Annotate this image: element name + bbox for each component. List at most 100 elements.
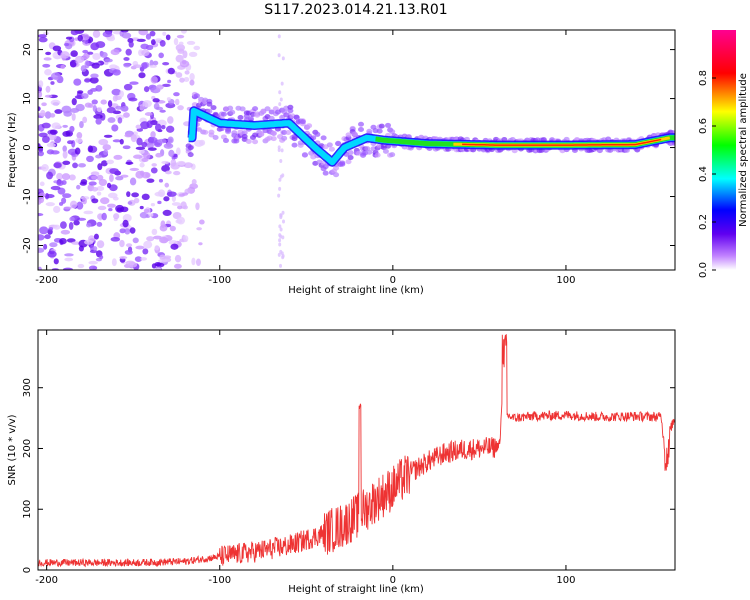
ridge-halo — [389, 129, 396, 135]
noise-blob — [129, 177, 137, 186]
noise-blob — [141, 141, 148, 148]
y-tick-label: 200 — [22, 439, 33, 458]
noise-blob — [182, 205, 188, 210]
noise-blob — [161, 83, 171, 87]
noise-blob — [77, 34, 83, 42]
noise-blob — [52, 45, 62, 52]
noise-blob — [139, 162, 145, 168]
noise-blob — [48, 227, 54, 231]
noise-blob — [173, 38, 179, 46]
noise-blob — [107, 192, 118, 199]
noise-blob — [174, 98, 180, 106]
noise-blob — [142, 248, 149, 255]
noise-blob — [72, 162, 78, 169]
colorbar: 0.0 0.2 0.4 0.6 0.8 Normalized spectral ampl… — [698, 30, 749, 278]
ridge-halo — [258, 131, 265, 137]
noise-blob — [175, 54, 184, 63]
noise-blob — [277, 145, 281, 150]
noise-blob — [38, 80, 44, 88]
noise-blob — [194, 139, 204, 147]
ridge-halo — [187, 152, 194, 158]
noise-blob — [38, 196, 45, 204]
noise-blob — [44, 94, 53, 98]
ridge-halo — [241, 130, 248, 136]
colorbar-tick-label: 0.6 — [698, 118, 709, 134]
noise-blob — [100, 99, 107, 105]
noise-blob — [81, 93, 89, 99]
noise-blob — [76, 184, 81, 190]
noise-blob — [83, 210, 94, 215]
noise-blob — [150, 131, 156, 139]
noise-blob — [109, 174, 114, 183]
ridge-halo — [241, 134, 248, 140]
noise-blob — [130, 134, 137, 143]
ridge-halo — [306, 123, 313, 129]
x-tick-label: -100 — [208, 275, 231, 286]
noise-blob — [135, 124, 142, 130]
ridge-halo — [345, 159, 352, 165]
noise-blob — [82, 49, 89, 54]
noise-blob — [162, 209, 172, 217]
noise-blob — [119, 228, 126, 234]
ridge-halo — [347, 155, 354, 161]
noise-blob — [277, 34, 281, 39]
x-tick-label: 100 — [556, 575, 575, 586]
noise-blob — [279, 159, 283, 164]
ridge-halo — [202, 129, 209, 135]
noise-blob — [277, 53, 281, 58]
ridge-halo — [299, 119, 306, 125]
noise-blob — [38, 106, 41, 112]
colorbar-tick-label: 0.8 — [698, 70, 709, 86]
noise-blob — [50, 150, 60, 155]
noise-blob — [53, 258, 59, 265]
noise-blob — [96, 186, 105, 191]
noise-blob — [38, 266, 42, 270]
ridge-halo — [270, 136, 277, 142]
noise-blob — [150, 76, 158, 84]
ridge-halo — [358, 121, 365, 127]
noise-blob — [44, 234, 51, 240]
noise-blob — [73, 220, 80, 226]
noise-blob — [62, 193, 72, 199]
y-tick-label: 10 — [22, 92, 33, 105]
noise-blob — [122, 219, 129, 228]
noise-blob — [128, 41, 134, 48]
noise-blob — [82, 53, 90, 60]
colorbar-label: Normalized spectral amplitude — [738, 73, 749, 227]
noise-blob — [119, 255, 128, 260]
ridge-halo — [328, 146, 335, 152]
noise-blob — [143, 208, 150, 214]
noise-blob — [95, 154, 103, 159]
noise-blob — [124, 133, 133, 138]
ridge-halo — [231, 130, 238, 136]
noise-blob — [93, 233, 99, 240]
noise-blob — [149, 64, 157, 68]
noise-blob — [73, 78, 82, 86]
noise-blob — [113, 154, 123, 160]
noise-blob — [98, 178, 108, 186]
noise-blob — [280, 251, 284, 256]
noise-blob — [41, 163, 49, 172]
noise-blob — [112, 139, 121, 143]
noise-blob — [90, 42, 100, 51]
noise-blob — [163, 196, 170, 202]
noise-blob — [123, 63, 131, 68]
noise-blob — [76, 201, 84, 210]
snr-panel: -200 -100 0 100 0 100 200 300 Height of straig… — [7, 329, 676, 595]
noise-blob — [53, 162, 62, 169]
noise-blob — [277, 252, 281, 257]
noise-blob — [167, 116, 174, 124]
ridge-halo — [279, 115, 286, 121]
noise-blob — [71, 241, 81, 245]
noise-blob — [112, 95, 118, 102]
noise-blob — [79, 120, 84, 129]
noise-blob — [115, 204, 125, 213]
noise-blob — [189, 183, 199, 190]
noise-blob — [161, 124, 166, 130]
noise-blob — [176, 216, 186, 225]
noise-blob — [176, 34, 185, 39]
noise-blob — [156, 84, 164, 90]
noise-blob — [124, 249, 133, 255]
noise-blob — [88, 260, 98, 265]
